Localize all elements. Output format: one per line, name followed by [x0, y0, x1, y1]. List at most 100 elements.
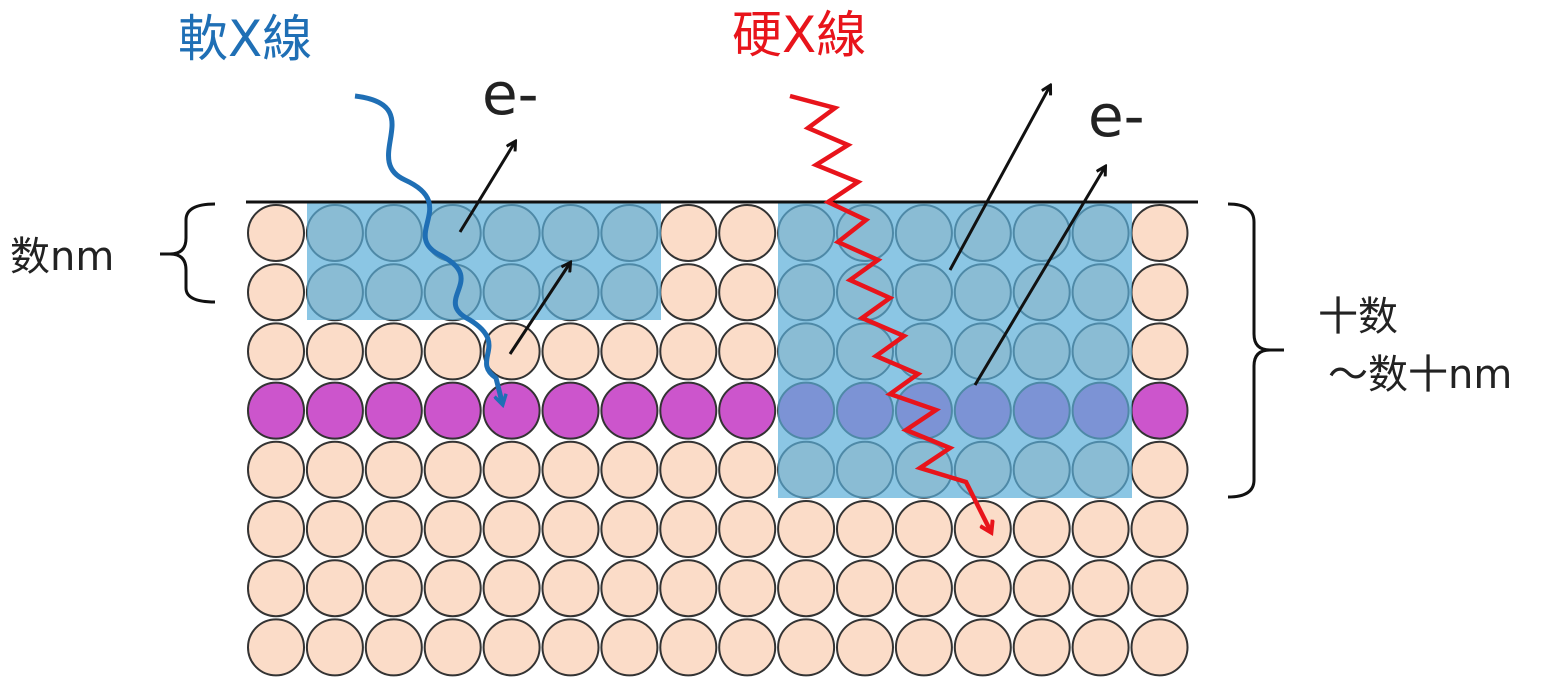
atom [600, 618, 659, 677]
atom [247, 204, 305, 262]
atom [836, 559, 894, 618]
atom [659, 618, 718, 677]
atom [305, 440, 364, 499]
atom [600, 500, 659, 558]
atom [541, 618, 600, 677]
atom [1071, 500, 1130, 558]
atom [659, 500, 718, 558]
soft-xray-detection-region [307, 203, 661, 320]
atom [247, 322, 305, 381]
soft-xray-wave-arrow [354, 93, 502, 402]
hard-xray-wave-arrow [789, 93, 990, 530]
atom [1071, 618, 1130, 677]
atom [364, 500, 423, 558]
atom [718, 440, 777, 499]
atom [659, 204, 718, 262]
dopant-atom [305, 381, 364, 440]
atom [541, 440, 600, 499]
atom [482, 440, 541, 499]
atom [777, 500, 836, 558]
atom [1071, 559, 1130, 618]
dopant-atom [600, 381, 659, 440]
atom [423, 500, 482, 558]
atom [600, 559, 659, 618]
atom [659, 440, 718, 499]
atom [894, 559, 953, 618]
atom [718, 559, 777, 618]
dopant-atom [541, 381, 600, 440]
atom [777, 618, 836, 677]
atom [305, 322, 364, 381]
shallow-depth-brace [169, 202, 216, 304]
electron-label-left: e- [482, 60, 539, 128]
atom [541, 559, 600, 618]
hard-xray-detection-region [778, 203, 1132, 498]
dopant-atom [423, 381, 482, 440]
dopant-atom [1130, 381, 1189, 440]
atom [1130, 322, 1189, 381]
atom [423, 322, 482, 381]
deep-depth-brace [1227, 202, 1271, 499]
atom [1012, 500, 1071, 558]
atom [364, 618, 423, 677]
soft-xray-label: 軟X線 [178, 10, 312, 68]
atom [1130, 500, 1189, 558]
atom [482, 500, 541, 558]
atom [423, 618, 482, 677]
atom [718, 322, 777, 381]
atom [600, 322, 659, 381]
atom [718, 204, 777, 262]
atom [247, 559, 305, 618]
atom [718, 500, 777, 558]
atom [1130, 440, 1189, 499]
dopant-atom [718, 381, 777, 440]
dopant-atom [482, 381, 541, 440]
shallow-depth-label: 数nm [10, 234, 114, 280]
photoelectron-arrow-soft-2 [508, 263, 570, 355]
atom [953, 618, 1012, 677]
photoelectron-arrow-hard-1 [948, 86, 1050, 271]
dopant-atom [364, 381, 423, 440]
hard-xray-label: 硬X線 [732, 6, 866, 64]
dopant-atom [659, 381, 718, 440]
atom [659, 263, 718, 322]
deep-depth-label-line2: 〜数十nm [1328, 352, 1512, 398]
atom [894, 618, 953, 677]
atom [423, 559, 482, 618]
atom [305, 559, 364, 618]
atom [482, 559, 541, 618]
atom [364, 440, 423, 499]
atom [364, 322, 423, 381]
atom [482, 618, 541, 677]
atom [718, 618, 777, 677]
atom [247, 500, 305, 558]
atom [1130, 204, 1189, 262]
electron-label-right: e- [1088, 82, 1145, 150]
atom [1130, 559, 1189, 618]
atom [1012, 618, 1071, 677]
deep-depth-label-line1: 十数 [1318, 294, 1398, 340]
atom [305, 500, 364, 558]
atom [953, 500, 1012, 558]
atom [1012, 559, 1071, 618]
atom [1130, 263, 1189, 322]
atom [247, 618, 305, 677]
atom [423, 440, 482, 499]
atom [894, 500, 953, 558]
atom [659, 322, 718, 381]
atom [600, 440, 659, 499]
atom [247, 440, 305, 499]
dopant-atom [247, 381, 305, 440]
atom [953, 559, 1012, 618]
atom [659, 559, 718, 618]
photoelectron-arrow-hard-2 [973, 167, 1105, 386]
atom [541, 500, 600, 558]
atom [1130, 618, 1189, 677]
atom [364, 559, 423, 618]
atom [718, 263, 777, 322]
atom [836, 500, 894, 558]
atom [836, 618, 894, 677]
atom [305, 618, 364, 677]
atom [247, 263, 305, 322]
